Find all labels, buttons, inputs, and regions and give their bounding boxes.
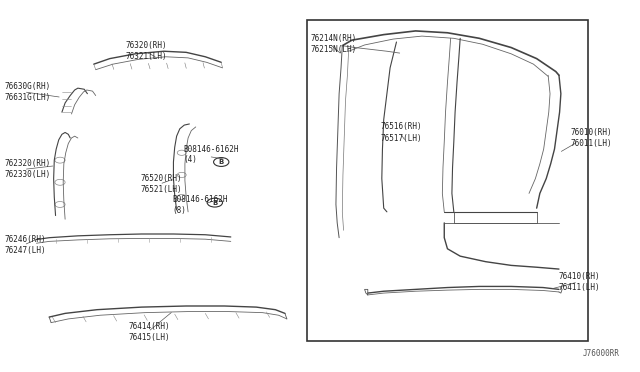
Text: 762320(RH)
762330(LH): 762320(RH) 762330(LH)	[4, 159, 51, 179]
Text: 76516(RH)
76517(LH): 76516(RH) 76517(LH)	[381, 122, 422, 142]
Text: 76214N(RH)
76215N(LH): 76214N(RH) 76215N(LH)	[310, 34, 356, 54]
Text: 76410(RH)
76411(LH): 76410(RH) 76411(LH)	[559, 272, 600, 292]
Text: B08146-6162H
(8): B08146-6162H (8)	[172, 196, 228, 215]
Text: B08146-6162H
(4): B08146-6162H (4)	[183, 145, 239, 164]
Text: J76000RR: J76000RR	[582, 349, 620, 358]
Text: B: B	[219, 159, 224, 165]
Text: 76630G(RH)
76631G(LH): 76630G(RH) 76631G(LH)	[4, 82, 51, 102]
Text: 76010(RH)
76011(LH): 76010(RH) 76011(LH)	[570, 128, 612, 148]
Bar	[307, 20, 588, 341]
Text: 76414(RH)
76415(LH): 76414(RH) 76415(LH)	[129, 322, 170, 342]
Text: 76520(RH)
76521(LH): 76520(RH) 76521(LH)	[140, 174, 182, 194]
Text: B: B	[212, 200, 218, 206]
Text: 76246(RH)
76247(LH): 76246(RH) 76247(LH)	[4, 235, 46, 255]
Text: 76320(RH)
76321(LH): 76320(RH) 76321(LH)	[125, 41, 167, 61]
